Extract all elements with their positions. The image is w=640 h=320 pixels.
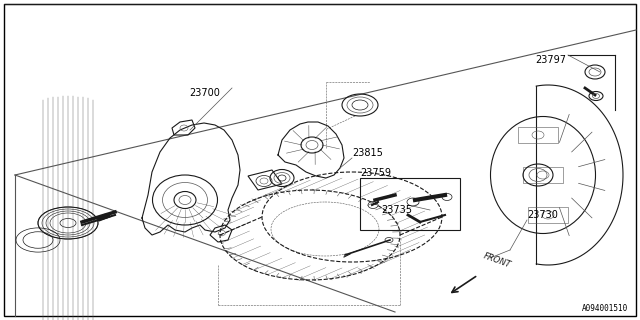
Text: 23815: 23815	[352, 148, 383, 158]
Text: 23797: 23797	[535, 55, 566, 65]
Text: 23730: 23730	[527, 210, 558, 220]
Text: A094001510: A094001510	[582, 304, 628, 313]
Text: 23759: 23759	[360, 168, 391, 178]
Text: 23735: 23735	[381, 205, 412, 215]
Text: FRONT: FRONT	[482, 252, 512, 270]
Text: 23700: 23700	[189, 88, 220, 98]
